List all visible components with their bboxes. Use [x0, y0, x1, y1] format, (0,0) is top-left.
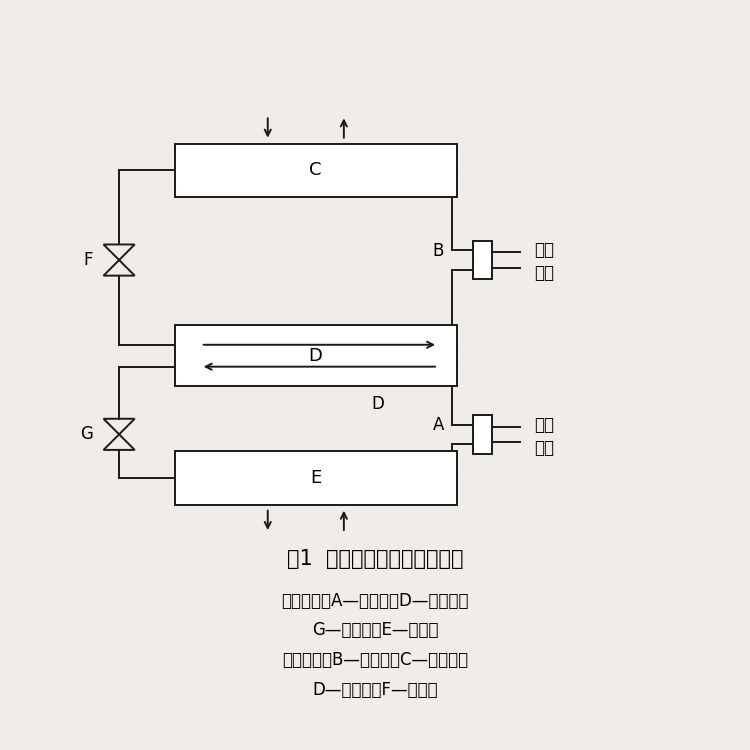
Text: A: A	[433, 416, 444, 434]
Text: D—蒸发器；F—节流阀: D—蒸发器；F—节流阀	[312, 680, 438, 698]
Bar	[175, 452, 457, 505]
Bar	[175, 143, 457, 197]
Text: 低温部分：A—压缩机；D—冷凝器；: 低温部分：A—压缩机；D—冷凝器；	[281, 592, 469, 610]
Text: 图1  复叠式制冷循环系统原理: 图1 复叠式制冷循环系统原理	[286, 549, 464, 569]
Text: C: C	[310, 161, 322, 179]
Text: 低温: 低温	[534, 416, 554, 434]
Text: F: F	[84, 251, 93, 269]
Text: E: E	[310, 469, 321, 487]
Bar	[473, 415, 492, 454]
Bar	[473, 241, 492, 279]
Text: D: D	[309, 346, 322, 364]
Text: 部分: 部分	[534, 439, 554, 457]
Bar	[175, 326, 457, 386]
Text: G—节流阀；E—蒸发器: G—节流阀；E—蒸发器	[312, 621, 438, 639]
Text: G: G	[80, 425, 93, 443]
Text: B: B	[433, 242, 444, 260]
Text: 高温部分：B—压缩机；C—冷凝器；: 高温部分：B—压缩机；C—冷凝器；	[282, 651, 468, 669]
Text: 高温: 高温	[534, 242, 554, 260]
Text: 部分: 部分	[534, 265, 554, 283]
Text: D: D	[371, 395, 384, 413]
